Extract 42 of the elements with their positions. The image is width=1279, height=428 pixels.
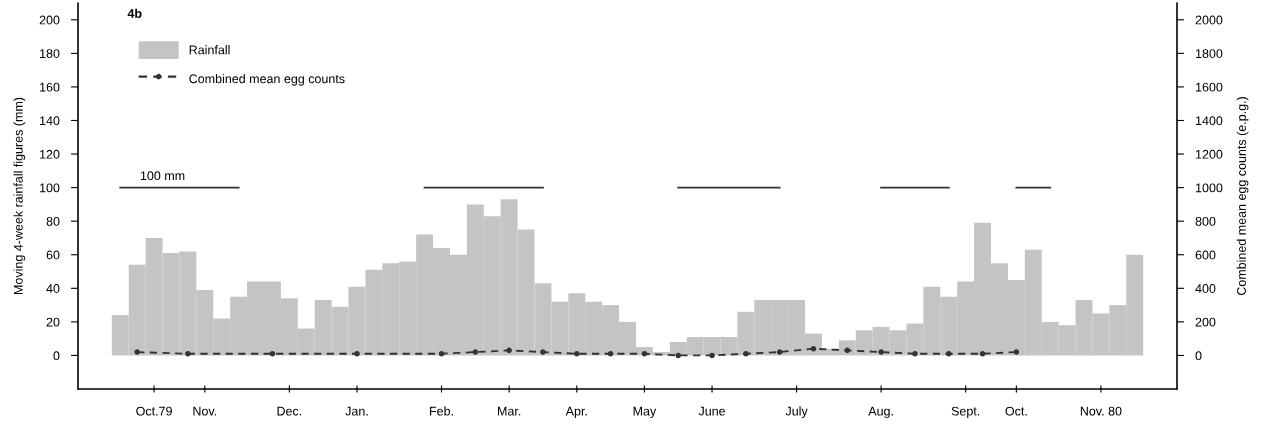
x-tick-label: June xyxy=(698,406,726,416)
y2-tick-label: 800 xyxy=(1195,216,1216,226)
y-tick-label: 80 xyxy=(46,216,60,226)
x-tick-label: Sept. xyxy=(951,406,980,419)
y2-tick-label: 400 xyxy=(1195,284,1216,293)
y2-tick-label: 1000 xyxy=(1196,183,1223,193)
x-tick-label: Feb. xyxy=(430,406,453,416)
y-tick-label: 160 xyxy=(40,82,60,92)
annotation: 100 mm xyxy=(140,171,185,181)
x-tick-label: Dec. xyxy=(277,406,302,416)
y2-tick-label: 600 xyxy=(1195,250,1216,260)
x-tick-label: Jan. xyxy=(345,406,368,416)
x-tick-label: Oct.79 xyxy=(136,406,172,416)
x-tick-label: Nov. xyxy=(193,406,217,416)
y-tick-label: 100 xyxy=(40,183,60,193)
x-tick-label: Nov. 80 xyxy=(1080,406,1122,416)
y-tick-label: 40 xyxy=(46,284,60,293)
legend-label: Combined mean egg counts xyxy=(189,74,345,86)
y-tick-label: 140 xyxy=(40,116,60,126)
y2-tick-label: 1200 xyxy=(1196,149,1223,159)
x-tick-label: Oct. xyxy=(1005,406,1027,416)
legend-label: Rainfall xyxy=(189,45,230,55)
x-tick-label: Apr. xyxy=(565,406,587,419)
y2-axis-title: Combined mean egg counts (e.p.g.) xyxy=(1236,97,1249,296)
y2-tick-label: 1600 xyxy=(1196,82,1223,92)
y-axis-title: Moving 4-week rainfall figures (mm) xyxy=(13,97,26,294)
y-tick-label: 120 xyxy=(40,149,60,159)
y2-tick-label: 0 xyxy=(1195,351,1202,361)
x-tick-label: Mar. xyxy=(498,406,521,416)
y-tick-label: 60 xyxy=(46,250,60,260)
y-tick-label: 20 xyxy=(46,317,60,327)
y2-tick-label: 1800 xyxy=(1196,49,1223,58)
y-tick-label: 200 xyxy=(39,15,60,25)
x-tick-label: May xyxy=(633,406,657,419)
x-tick-label: Aug. xyxy=(868,406,893,419)
annotation: 4b xyxy=(127,8,142,18)
y-tick-label: 180 xyxy=(40,49,60,58)
y-tick-label: 0 xyxy=(53,351,60,361)
y2-tick-label: 1400 xyxy=(1196,116,1223,126)
y2-tick-label: 200 xyxy=(1195,317,1216,327)
x-tick-label: July xyxy=(785,406,808,419)
y2-tick-label: 2000 xyxy=(1195,15,1223,25)
